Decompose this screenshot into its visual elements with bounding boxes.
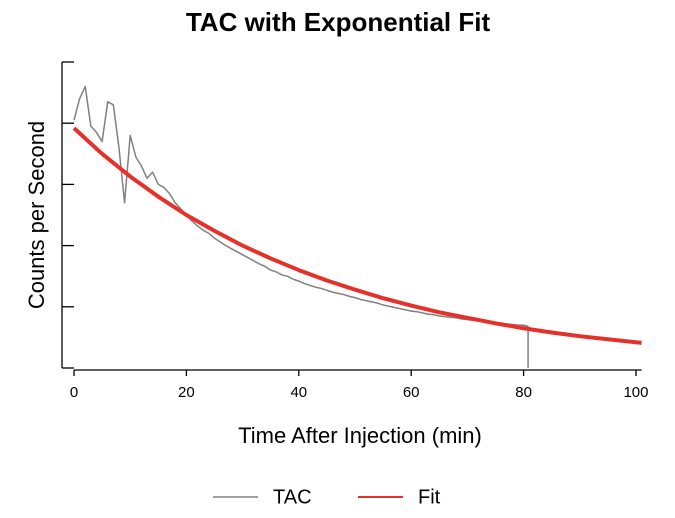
- x-tick-label: 20: [178, 384, 195, 401]
- x-tick-label: 0: [70, 384, 78, 401]
- series-line: [72, 126, 642, 345]
- legend-label: TAC: [273, 486, 312, 508]
- x-tick-label: 100: [623, 384, 648, 401]
- chart-title: TAC with Exponential Fit: [186, 7, 491, 37]
- series-line: [73, 85, 529, 368]
- x-tick-label: 60: [403, 384, 420, 401]
- legend-label: Fit: [418, 486, 441, 508]
- x-tick-label: 80: [515, 384, 532, 401]
- x-tick-label: 40: [290, 384, 307, 401]
- x-axis-label: Time After Injection (min): [238, 423, 482, 448]
- y-axis-label: Counts per Second: [24, 121, 49, 309]
